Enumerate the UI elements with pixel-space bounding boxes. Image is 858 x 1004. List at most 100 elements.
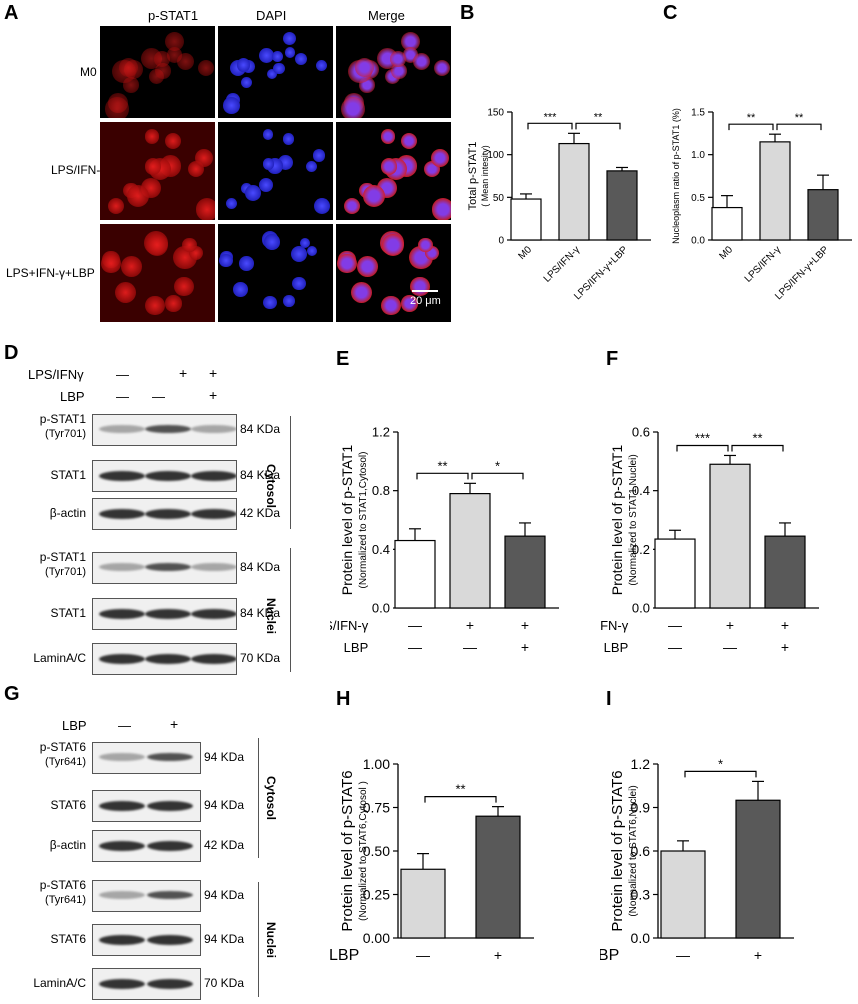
significance-label: ** bbox=[795, 112, 804, 124]
cell-stain bbox=[115, 281, 137, 303]
cell-stain bbox=[146, 234, 169, 257]
blot-band bbox=[147, 801, 193, 811]
y-tick-label: 1.2 bbox=[631, 756, 651, 772]
x-sign-label: — bbox=[668, 639, 682, 655]
cell-stain bbox=[283, 31, 297, 46]
blot-g-treat-label: LBP bbox=[62, 718, 87, 733]
bar bbox=[654, 538, 696, 609]
blot-band bbox=[99, 509, 145, 519]
scale-bar bbox=[412, 290, 438, 292]
blot-band bbox=[99, 935, 145, 945]
blot-row-label: β-actin bbox=[49, 838, 86, 852]
cell-stain bbox=[300, 237, 311, 248]
cell-stain bbox=[225, 197, 238, 210]
blot-band bbox=[145, 509, 191, 519]
cell-stain bbox=[351, 281, 373, 303]
row-label-lps-ifn: LPS/IFN-γ bbox=[51, 163, 107, 177]
cell-stain bbox=[264, 234, 280, 250]
y-tick-label: 0.2 bbox=[632, 542, 650, 557]
y-tick-label: 0.6 bbox=[631, 843, 651, 859]
panel-label-d: D bbox=[4, 342, 19, 364]
panel-label-b: B bbox=[460, 2, 475, 24]
blot-d-treat1-label: LPS/IFNγ bbox=[28, 367, 84, 382]
blot-band bbox=[147, 935, 193, 945]
y-tick-label: 0.0 bbox=[372, 601, 390, 616]
row-label-lps-ifn-lbp: LPS+IFN-γ+LBP bbox=[6, 266, 95, 280]
y-tick-label: 0.0 bbox=[631, 930, 651, 946]
cell-stain bbox=[258, 177, 274, 193]
nuclei-label: Nuclei bbox=[264, 922, 278, 959]
blot-kda-label: 94 KDa bbox=[204, 750, 245, 764]
cell-stain bbox=[291, 276, 306, 291]
cell-stain bbox=[380, 158, 398, 175]
significance-label: ** bbox=[594, 111, 603, 123]
cell-stain bbox=[233, 281, 248, 297]
cell-stain bbox=[313, 198, 330, 214]
blot-strip bbox=[92, 968, 201, 1000]
blot-band bbox=[99, 654, 145, 664]
bar bbox=[764, 535, 806, 609]
blot-band bbox=[191, 654, 236, 664]
blot-kda-label: 94 KDa bbox=[204, 798, 245, 812]
cell-stain bbox=[194, 148, 213, 168]
bar bbox=[558, 142, 590, 241]
blot-d-sign: — bbox=[152, 389, 165, 404]
chart-h: 0.00 0.25 0.50 0.75 1.00 Protein level of p-S… bbox=[330, 756, 534, 964]
y-axis-sublabel: ( Mean intesity) bbox=[480, 145, 490, 207]
blot-row-label: LaminA/C bbox=[33, 651, 86, 665]
blot-strip bbox=[92, 830, 201, 862]
x-sign-label: — bbox=[408, 639, 422, 655]
blot-band bbox=[145, 609, 191, 619]
scale-bar-label: 20 μm bbox=[410, 295, 441, 307]
cell-stain bbox=[433, 59, 450, 77]
cell-stain bbox=[121, 256, 143, 278]
blot-row-sublabel: (Tyr701) bbox=[45, 566, 86, 578]
nuclei-bracket bbox=[258, 882, 259, 997]
blot-row-label: p-STAT6 bbox=[39, 740, 86, 754]
significance-label: ** bbox=[747, 112, 756, 124]
x-sign-label: — bbox=[668, 617, 682, 633]
chart-c: 0.0 0.5 1.0 1.5 Nucleoplasm ratio of p-STAT1… bbox=[671, 108, 852, 302]
blot-row-label: β-actin bbox=[49, 506, 86, 520]
blot-strip bbox=[92, 414, 237, 446]
cell-stain bbox=[164, 133, 181, 150]
blot-row-label: STAT1 bbox=[50, 468, 86, 482]
cell-stain bbox=[266, 68, 278, 80]
cell-stain bbox=[400, 133, 417, 150]
y-tick-label: 1.5 bbox=[691, 108, 705, 119]
x-row-label: LBP bbox=[604, 640, 629, 655]
significance-bracket bbox=[527, 122, 573, 130]
cell-stain bbox=[362, 184, 386, 208]
blot-strip bbox=[92, 598, 237, 630]
panel-label-g: G bbox=[4, 683, 20, 705]
significance-bracket bbox=[424, 796, 497, 803]
blot-d-treat2-label: LBP bbox=[60, 389, 85, 404]
cell-stain bbox=[272, 51, 284, 62]
y-tick-label: 0.0 bbox=[691, 236, 705, 247]
significance-bracket bbox=[728, 123, 774, 131]
blot-strip bbox=[92, 924, 201, 956]
bar bbox=[735, 799, 781, 939]
x-sign-label: + bbox=[781, 639, 789, 655]
x-row-label: LPS/IFN-γ bbox=[330, 618, 369, 633]
cell-stain bbox=[431, 198, 451, 220]
blot-band bbox=[99, 753, 145, 761]
y-tick-label: 0.6 bbox=[632, 425, 650, 440]
blot-band bbox=[145, 471, 191, 481]
bar bbox=[709, 463, 751, 609]
x-sign-label: + bbox=[521, 617, 529, 633]
y-tick-label: 0.0 bbox=[632, 601, 650, 616]
panel-label-c: C bbox=[663, 2, 678, 24]
chart-f: 0.0 0.2 0.4 0.6 Protein level of p-STAT1 (Nor… bbox=[600, 425, 819, 655]
cell-stain bbox=[236, 57, 251, 72]
y-tick-label: 0.50 bbox=[363, 843, 390, 859]
cell-stain bbox=[401, 295, 418, 312]
significance-label: ** bbox=[437, 458, 447, 473]
bar bbox=[449, 492, 491, 609]
x-row-label: LBP bbox=[600, 947, 619, 964]
cell-stain bbox=[290, 245, 308, 263]
blot-row-label: p-STAT6 bbox=[39, 878, 86, 892]
cytosol-label: Cytosol bbox=[264, 464, 278, 509]
blot-d-sign: — bbox=[116, 389, 129, 404]
bar bbox=[475, 815, 521, 939]
